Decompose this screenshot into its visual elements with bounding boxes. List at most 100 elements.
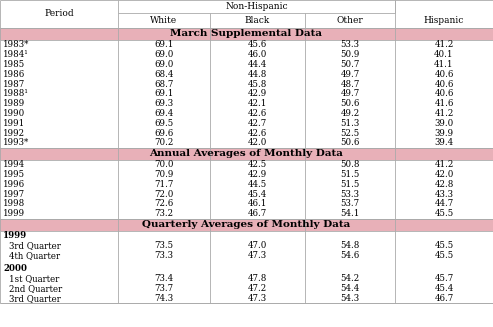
Text: 1984¹: 1984¹ bbox=[3, 50, 29, 59]
Text: 1999: 1999 bbox=[3, 209, 25, 218]
Text: 49.2: 49.2 bbox=[340, 109, 359, 118]
Text: 1985: 1985 bbox=[3, 60, 25, 69]
Bar bbox=[0, 28, 493, 40]
Text: 51.3: 51.3 bbox=[340, 119, 359, 128]
Text: 69.6: 69.6 bbox=[154, 129, 174, 138]
Text: 47.0: 47.0 bbox=[248, 241, 267, 250]
Text: 51.5: 51.5 bbox=[340, 170, 360, 179]
Text: 54.6: 54.6 bbox=[340, 250, 359, 260]
Text: 54.4: 54.4 bbox=[340, 284, 359, 293]
Text: 41.2: 41.2 bbox=[434, 41, 454, 49]
Text: Other: Other bbox=[337, 16, 363, 25]
Text: 48.7: 48.7 bbox=[340, 79, 360, 89]
Text: Black: Black bbox=[245, 16, 270, 25]
Text: 40.6: 40.6 bbox=[434, 70, 454, 79]
Text: 41.2: 41.2 bbox=[434, 160, 454, 169]
Text: 68.4: 68.4 bbox=[154, 70, 174, 79]
Text: 1983*: 1983* bbox=[3, 41, 30, 49]
Text: 1988¹: 1988¹ bbox=[3, 89, 29, 98]
Text: 45.5: 45.5 bbox=[434, 241, 454, 250]
Text: 54.8: 54.8 bbox=[340, 241, 360, 250]
Text: 47.2: 47.2 bbox=[248, 284, 267, 293]
Text: 47.3: 47.3 bbox=[248, 250, 267, 260]
Text: 40.6: 40.6 bbox=[434, 79, 454, 89]
Text: 42.5: 42.5 bbox=[248, 160, 267, 169]
Text: 1996: 1996 bbox=[3, 180, 25, 189]
Text: 1995: 1995 bbox=[3, 170, 25, 179]
Text: 47.3: 47.3 bbox=[248, 294, 267, 303]
Text: 3rd Quarter: 3rd Quarter bbox=[9, 241, 61, 250]
Text: 1998: 1998 bbox=[3, 199, 25, 208]
Text: 39.9: 39.9 bbox=[434, 129, 454, 138]
Text: 42.9: 42.9 bbox=[248, 170, 267, 179]
Text: 42.0: 42.0 bbox=[248, 138, 267, 147]
Text: 49.7: 49.7 bbox=[340, 89, 359, 98]
Text: 46.7: 46.7 bbox=[434, 294, 454, 303]
Text: 1987: 1987 bbox=[3, 79, 25, 89]
Text: 44.4: 44.4 bbox=[248, 60, 267, 69]
Text: 42.8: 42.8 bbox=[434, 180, 454, 189]
Text: 41.2: 41.2 bbox=[434, 109, 454, 118]
Text: 1994: 1994 bbox=[3, 160, 25, 169]
Text: 72.6: 72.6 bbox=[154, 199, 174, 208]
Text: 50.9: 50.9 bbox=[340, 50, 360, 59]
Text: 46.1: 46.1 bbox=[248, 199, 267, 208]
Text: 3rd Quarter: 3rd Quarter bbox=[9, 294, 61, 303]
Text: 70.0: 70.0 bbox=[154, 160, 174, 169]
Text: 72.0: 72.0 bbox=[154, 190, 174, 198]
Text: 71.7: 71.7 bbox=[154, 180, 174, 189]
Text: 50.7: 50.7 bbox=[340, 60, 360, 69]
Text: 46.0: 46.0 bbox=[248, 50, 267, 59]
Text: 1997: 1997 bbox=[3, 190, 25, 198]
Text: 69.3: 69.3 bbox=[154, 99, 174, 108]
Text: 1st Quarter: 1st Quarter bbox=[9, 274, 59, 283]
Text: 45.7: 45.7 bbox=[434, 274, 454, 283]
Text: 1999: 1999 bbox=[3, 231, 27, 240]
Text: Non-Hispanic: Non-Hispanic bbox=[225, 2, 288, 11]
Text: 44.5: 44.5 bbox=[248, 180, 267, 189]
Text: 45.8: 45.8 bbox=[248, 79, 267, 89]
Text: 50.8: 50.8 bbox=[340, 160, 360, 169]
Text: 47.8: 47.8 bbox=[248, 274, 267, 283]
Text: 2000: 2000 bbox=[3, 265, 27, 273]
Text: 42.9: 42.9 bbox=[248, 89, 267, 98]
Text: 46.7: 46.7 bbox=[248, 209, 267, 218]
Text: March Supplemental Data: March Supplemental Data bbox=[171, 29, 322, 39]
Text: 1990: 1990 bbox=[3, 109, 25, 118]
Text: 45.4: 45.4 bbox=[248, 190, 267, 198]
Text: 45.4: 45.4 bbox=[434, 284, 454, 293]
Text: 40.1: 40.1 bbox=[434, 50, 454, 59]
Text: 73.2: 73.2 bbox=[154, 209, 174, 218]
Text: 69.0: 69.0 bbox=[154, 60, 174, 69]
Text: 53.3: 53.3 bbox=[341, 190, 359, 198]
Text: 50.6: 50.6 bbox=[340, 99, 360, 108]
Text: 50.6: 50.6 bbox=[340, 138, 360, 147]
Text: 42.7: 42.7 bbox=[248, 119, 267, 128]
Text: 54.3: 54.3 bbox=[341, 294, 359, 303]
Text: 2nd Quarter: 2nd Quarter bbox=[9, 284, 62, 293]
Text: 1989: 1989 bbox=[3, 99, 25, 108]
Text: 68.7: 68.7 bbox=[154, 79, 174, 89]
Text: 1992: 1992 bbox=[3, 129, 25, 138]
Text: 1991: 1991 bbox=[3, 119, 25, 128]
Text: 39.4: 39.4 bbox=[434, 138, 454, 147]
Text: 53.7: 53.7 bbox=[341, 199, 359, 208]
Text: 43.3: 43.3 bbox=[434, 190, 454, 198]
Text: 44.7: 44.7 bbox=[434, 199, 454, 208]
Text: 54.1: 54.1 bbox=[340, 209, 360, 218]
Text: 74.3: 74.3 bbox=[154, 294, 174, 303]
Text: 73.3: 73.3 bbox=[154, 250, 174, 260]
Text: 70.9: 70.9 bbox=[154, 170, 174, 179]
Text: Hispanic: Hispanic bbox=[424, 16, 464, 25]
Text: White: White bbox=[150, 16, 177, 25]
Text: 69.5: 69.5 bbox=[154, 119, 174, 128]
Text: Quarterly Averages of Monthly Data: Quarterly Averages of Monthly Data bbox=[142, 220, 351, 229]
Text: 42.1: 42.1 bbox=[248, 99, 267, 108]
Text: 53.3: 53.3 bbox=[341, 41, 359, 49]
Bar bbox=[0, 219, 493, 231]
Text: 45.5: 45.5 bbox=[434, 250, 454, 260]
Text: 42.0: 42.0 bbox=[434, 170, 454, 179]
Text: 69.4: 69.4 bbox=[154, 109, 174, 118]
Text: 69.1: 69.1 bbox=[154, 41, 174, 49]
Text: 73.5: 73.5 bbox=[154, 241, 174, 250]
